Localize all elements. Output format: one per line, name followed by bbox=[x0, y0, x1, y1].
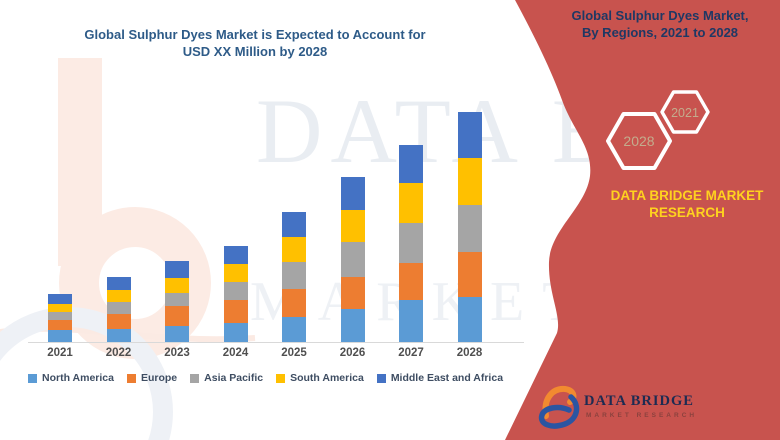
bar-segment-2028-europe bbox=[457, 252, 482, 297]
brand-name-line2: RESEARCH bbox=[649, 205, 725, 220]
legend-label-south-america: South America bbox=[290, 372, 364, 384]
bar-segment-2025-north-america bbox=[282, 317, 306, 342]
bar-segment-2027-europe bbox=[399, 263, 423, 300]
data-bridge-logo-icon bbox=[538, 385, 580, 429]
bar-segment-2027-asia-pacific bbox=[399, 223, 423, 263]
bar-segment-2026-north-america bbox=[340, 309, 365, 342]
bar-2026 bbox=[340, 177, 365, 342]
bar-segment-2024-middle-east-and-africa bbox=[223, 246, 248, 264]
bar-segment-2025-middle-east-and-africa bbox=[282, 212, 306, 237]
x-axis-label-2026: 2026 bbox=[339, 347, 366, 359]
bar-segment-2023-europe bbox=[165, 306, 189, 326]
bar-segment-2022-asia-pacific bbox=[106, 302, 131, 314]
footer-logo-name: DATA BRIDGE bbox=[584, 393, 694, 409]
brand-name: DATA BRIDGE MARKET RESEARCH bbox=[592, 187, 780, 221]
bar-segment-2021-north-america bbox=[48, 330, 72, 342]
legend-label-asia-pacific: Asia Pacific bbox=[204, 372, 264, 384]
x-axis-label-2025: 2025 bbox=[281, 347, 307, 359]
legend-swatch-south-america bbox=[276, 373, 286, 383]
bar-segment-2028-south-america bbox=[457, 158, 482, 205]
bar-2022 bbox=[106, 277, 131, 342]
legend-swatch-asia-pacific bbox=[190, 373, 200, 383]
legend-label-north-america: North America bbox=[42, 372, 114, 384]
x-axis-line bbox=[28, 342, 524, 343]
legend-item-middle-east-and-africa: Middle East and Africa bbox=[376, 372, 504, 384]
bar-segment-2023-asia-pacific bbox=[165, 293, 189, 306]
bar-segment-2023-middle-east-and-africa bbox=[165, 261, 189, 278]
bar-segment-2027-north-america bbox=[399, 300, 423, 342]
bar-segment-2022-south-america bbox=[106, 290, 131, 302]
chart-title-line1: Global Sulphur Dyes Market is Expected t… bbox=[84, 27, 426, 42]
bar-segment-2028-middle-east-and-africa bbox=[457, 112, 482, 158]
bar-2027 bbox=[399, 145, 423, 342]
chart-title-line2: USD XX Million by 2028 bbox=[182, 44, 328, 59]
legend-swatch-europe bbox=[126, 373, 136, 383]
legend-item-north-america: North America bbox=[28, 372, 114, 384]
bar-2021 bbox=[48, 294, 72, 342]
bar-segment-2027-middle-east-and-africa bbox=[399, 145, 423, 183]
bar-segment-2025-south-america bbox=[282, 237, 306, 262]
panel-title-line2: By Regions, 2021 to 2028 bbox=[581, 25, 739, 40]
bar-segment-2028-north-america bbox=[457, 297, 482, 342]
brand-name-line1: DATA BRIDGE MARKET bbox=[610, 188, 764, 203]
legend-item-south-america: South America bbox=[276, 372, 364, 384]
chart-title: Global Sulphur Dyes Market is Expected t… bbox=[75, 26, 435, 60]
bar-2028 bbox=[457, 112, 482, 342]
x-axis-label-2021: 2021 bbox=[47, 347, 73, 359]
footer-logo-subtitle: MARKET RESEARCH bbox=[586, 412, 698, 419]
legend: North America Europe Asia Pacific South Ame… bbox=[28, 372, 528, 384]
legend-label-europe: Europe bbox=[140, 372, 178, 384]
bar-segment-2026-europe bbox=[340, 277, 365, 309]
bar-segment-2025-europe bbox=[282, 289, 306, 317]
bar-segment-2021-south-america bbox=[48, 304, 72, 312]
bar-segment-2024-europe bbox=[223, 300, 248, 323]
x-axis-label-2024: 2024 bbox=[222, 347, 249, 359]
bar-segment-2025-asia-pacific bbox=[282, 262, 306, 289]
bar-segment-2027-south-america bbox=[399, 183, 423, 223]
x-axis-label-2023: 2023 bbox=[164, 347, 190, 359]
bar-segment-2022-middle-east-and-africa bbox=[106, 277, 131, 290]
legend-item-asia-pacific: Asia Pacific bbox=[190, 372, 263, 384]
bar-segment-2022-europe bbox=[106, 314, 131, 329]
legend-swatch-north-america bbox=[28, 373, 37, 383]
panel-title-line1: Global Sulphur Dyes Market, bbox=[571, 8, 749, 23]
bar-2025 bbox=[282, 212, 306, 342]
bar-2024 bbox=[223, 246, 248, 342]
legend-item-europe: Europe bbox=[126, 372, 178, 384]
x-axis-label-2022: 2022 bbox=[105, 347, 132, 359]
hexagon-2028-label: 2028 bbox=[623, 133, 654, 149]
bar-segment-2028-asia-pacific bbox=[457, 205, 482, 252]
x-axis-label-2027: 2027 bbox=[398, 347, 424, 359]
bar-segment-2023-north-america bbox=[165, 326, 189, 342]
bar-segment-2023-south-america bbox=[165, 278, 189, 293]
bar-segment-2026-asia-pacific bbox=[340, 242, 365, 277]
bar-segment-2021-europe bbox=[48, 320, 72, 330]
bar-segment-2022-north-america bbox=[106, 329, 131, 342]
legend-swatch-middle-east-and-africa bbox=[376, 373, 386, 383]
bar-segment-2021-asia-pacific bbox=[48, 312, 72, 320]
bar-segment-2021-middle-east-and-africa bbox=[48, 294, 72, 304]
panel-title: Global Sulphur Dyes Market, By Regions, … bbox=[552, 7, 768, 41]
hexagon-2021: 2021 bbox=[660, 90, 710, 134]
x-axis-label-2028: 2028 bbox=[456, 347, 483, 359]
hexagon-2021-label: 2021 bbox=[671, 106, 699, 120]
hexagon-2028: 2028 bbox=[606, 112, 672, 170]
bar-2023 bbox=[165, 261, 189, 342]
legend-label-middle-east-and-africa: Middle East and Africa bbox=[390, 372, 504, 384]
bar-segment-2024-north-america bbox=[223, 323, 248, 342]
bar-segment-2026-south-america bbox=[340, 210, 365, 242]
bar-segment-2024-south-america bbox=[223, 264, 248, 282]
bar-segment-2024-asia-pacific bbox=[223, 282, 248, 300]
bar-segment-2026-middle-east-and-africa bbox=[340, 177, 365, 210]
